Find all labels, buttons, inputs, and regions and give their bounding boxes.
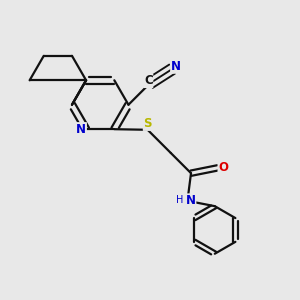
Text: S: S <box>143 117 152 130</box>
Text: N: N <box>76 123 86 136</box>
Text: C: C <box>144 74 153 88</box>
Text: H: H <box>176 195 184 205</box>
Text: N: N <box>171 60 181 73</box>
Text: O: O <box>218 161 228 174</box>
Text: N: N <box>186 194 196 207</box>
